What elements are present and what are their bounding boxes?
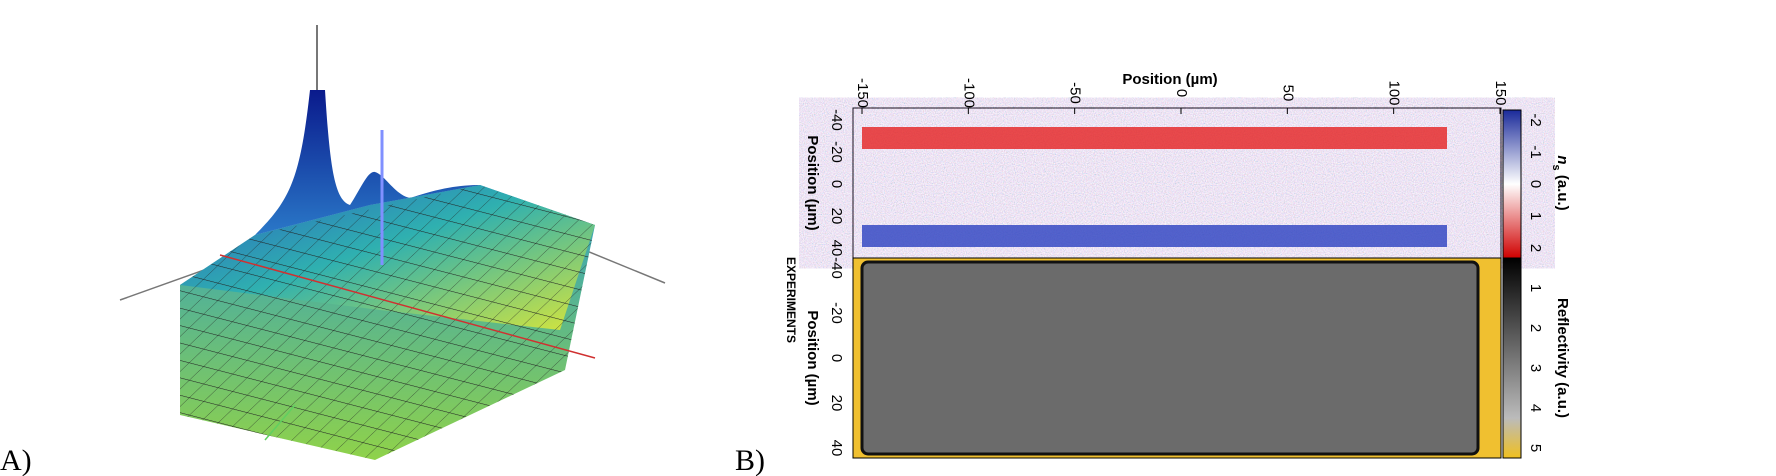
y-tick-label: 20	[828, 208, 845, 225]
y-tick-label: 0	[828, 180, 845, 188]
axis-title: Position (µm)	[804, 310, 821, 405]
colorbar-title: ns (a.u.)	[1550, 155, 1571, 210]
x-tick-label: 100	[1386, 80, 1403, 105]
blue-band	[862, 225, 1447, 247]
colorbar	[1502, 109, 1522, 259]
panel-a: A)	[0, 25, 666, 476]
side-label: EXPERIMENTS	[784, 257, 798, 343]
colorbar-tick-label: 2	[1527, 244, 1544, 252]
panel-label: A)	[0, 444, 32, 476]
colorbar-tick-label: 4	[1527, 404, 1544, 412]
colorbar-tick-label: 3	[1527, 364, 1544, 372]
y-tick-label: -40	[828, 257, 845, 279]
panel-b: Position (µm) EXPERIMENTS Position (µm) …	[735, 71, 1571, 476]
y-tick-label: 0	[828, 354, 845, 362]
red-band	[862, 127, 1447, 149]
colorbar-title: Reflectivity (a.u.)	[1554, 298, 1571, 418]
axis-title: Position (µm)	[1122, 71, 1217, 88]
reflectivity-region	[860, 260, 1480, 456]
y-tick-label: 40	[828, 240, 845, 257]
peak	[255, 90, 480, 235]
x-tick-label: -50	[1067, 82, 1084, 104]
axis	[264, 404, 296, 441]
x-tick-label: -100	[960, 78, 977, 108]
colorbar-tick-label: 0	[1527, 180, 1544, 188]
x-tick-label: 50	[1279, 85, 1296, 102]
panel-label: B)	[735, 444, 765, 476]
colorbar-tick-label: -1	[1527, 145, 1544, 158]
colorbar-tick-label: 5	[1527, 444, 1544, 452]
axis-title: Position (µm)	[804, 135, 821, 230]
colorbar-tick-label: 2	[1527, 324, 1544, 332]
x-tick-label: 150	[1492, 80, 1509, 105]
y-tick-label: -20	[828, 302, 845, 324]
colorbar-title: (a.u.)	[1554, 171, 1571, 211]
colorbar-tick-label: 1	[1527, 212, 1544, 220]
y-tick-label: -20	[828, 141, 845, 163]
y-tick-label: 20	[828, 395, 845, 412]
axis	[219, 254, 596, 359]
y-tick-label: -40	[828, 109, 845, 131]
x-tick-label: 0	[1173, 89, 1190, 97]
colorbar	[1502, 257, 1522, 459]
mesh	[180, 185, 595, 460]
colorbar-title: n	[1554, 155, 1571, 164]
colorbar-tick-label: -2	[1527, 113, 1544, 126]
colorbar-title: s	[1550, 165, 1562, 171]
x-tick-label: -150	[854, 78, 871, 108]
colorbar-tick-label: 1	[1527, 284, 1544, 292]
y-tick-label: 40	[828, 440, 845, 457]
